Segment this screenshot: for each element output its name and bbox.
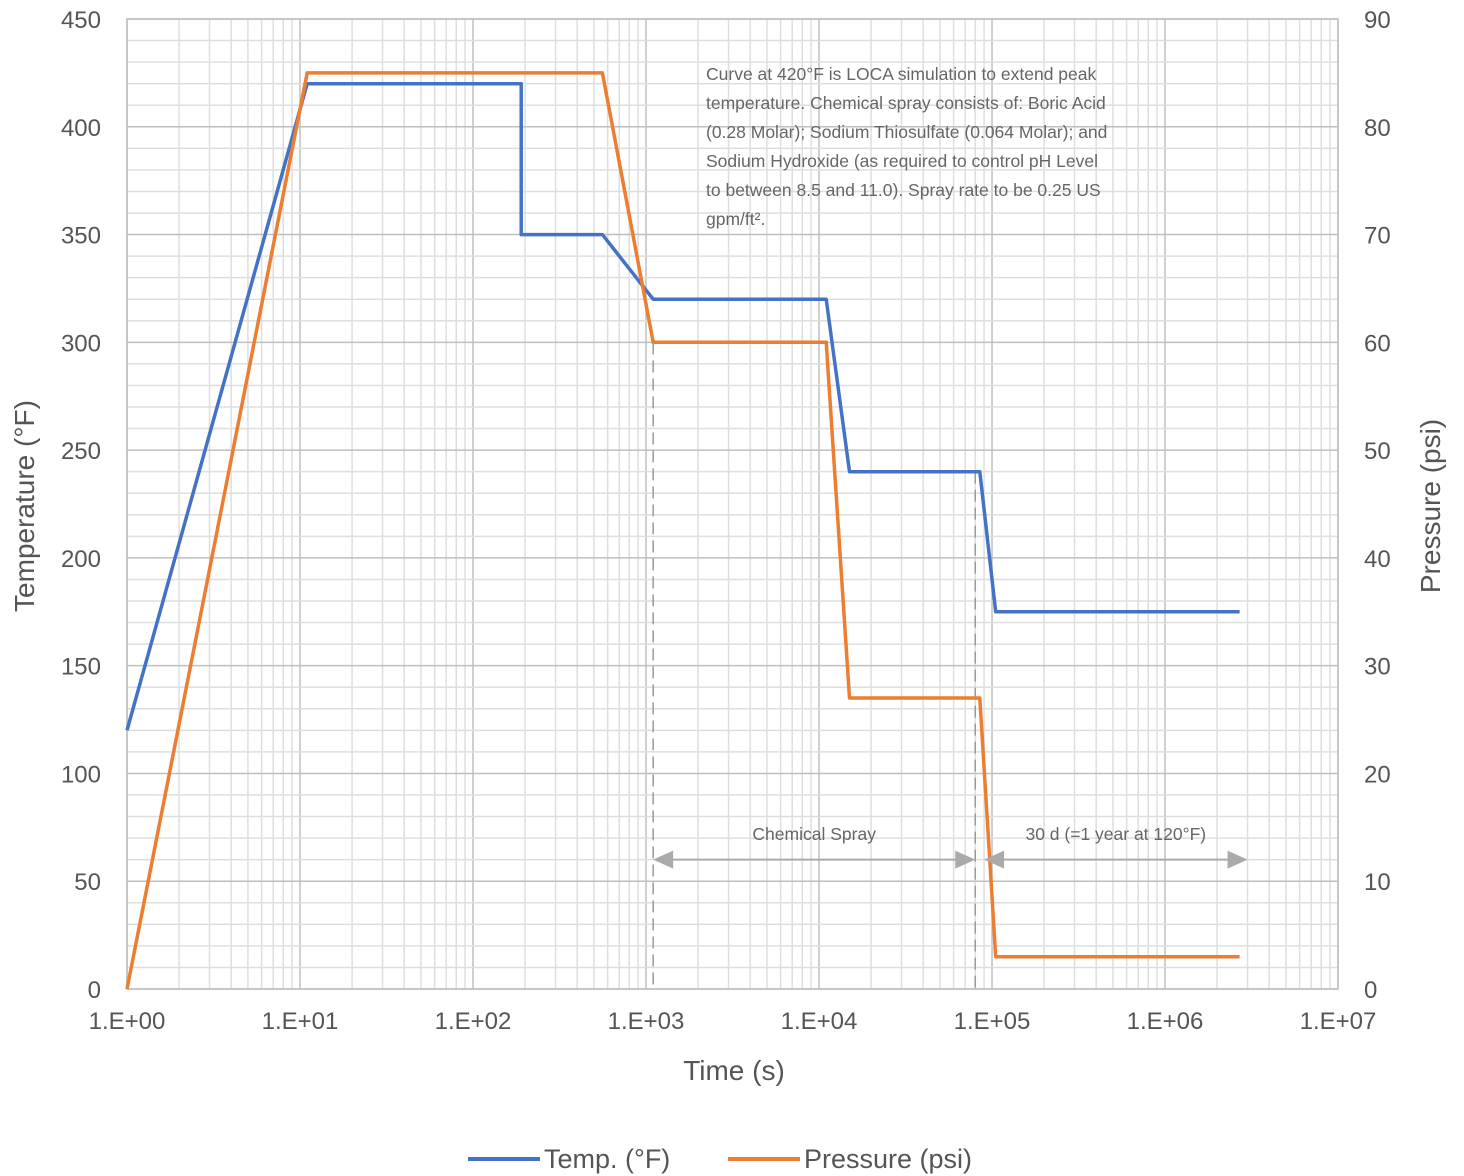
y2-tick-label: 0: [1364, 977, 1377, 1004]
y-tick-label: 50: [74, 869, 101, 896]
x-tick-label: 1.E+04: [781, 1008, 858, 1035]
x-tick-label: 1.E+01: [262, 1008, 339, 1035]
y2-tick-label: 80: [1364, 115, 1391, 142]
x-tick-label: 1.E+05: [954, 1008, 1031, 1035]
annotation-note: Curve at 420°F is LOCA simulation to ext…: [706, 64, 1112, 229]
series-lines: [125, 71, 1240, 990]
note-line: to between 8.5 and 11.0). Spray rate to …: [706, 180, 1101, 200]
series-line-pressure: [125, 71, 1240, 990]
span-arrowhead-right: [955, 850, 976, 869]
x-tick-label: 1.E+06: [1127, 1008, 1204, 1035]
y-axis-title: Temperature (°F): [9, 400, 40, 612]
span-arrowhead-left: [653, 850, 674, 869]
y-tick-label: 400: [61, 115, 101, 142]
note-line: Curve at 420°F is LOCA simulation to ext…: [706, 64, 1097, 84]
legend: Temp. (°F) Pressure (psi): [468, 1144, 972, 1174]
grid: [126, 18, 1339, 990]
x-tick-label: 1.E+03: [608, 1008, 685, 1035]
y-tick-label: 250: [61, 438, 101, 465]
plot-border: [126, 18, 1339, 990]
span-label: 30 d (=1 year at 120°F): [1025, 824, 1206, 844]
span-annotations: Chemical Spray 30 d (=1 year at 120°F): [653, 824, 1248, 869]
note-line: Sodium Hydroxide (as required to control…: [706, 151, 1098, 171]
legend-label-pressure: Pressure (psi): [804, 1144, 972, 1174]
y-tick-label: 300: [61, 330, 101, 357]
y2-tick-label: 60: [1364, 330, 1391, 357]
legend-label-temp: Temp. (°F): [544, 1144, 670, 1174]
y-tick-label: 150: [61, 654, 101, 681]
plot-area-border: [126, 18, 1339, 990]
y-tick-label: 100: [61, 761, 101, 788]
series-line-temp: [125, 81, 1240, 731]
y2-tick-label: 20: [1364, 761, 1391, 788]
note-line: temperature. Chemical spray consists of:…: [706, 93, 1106, 113]
y2-axis-ticks: 0 10 20 30 40 50 60 70 80 90: [1364, 7, 1391, 1004]
span-arrowhead-right: [1227, 850, 1248, 869]
y-axis-ticks: 0 50 100 150 200 250 300 350 400 450: [61, 7, 101, 1004]
note-line: (0.28 Molar); Sodium Thiosulfate (0.064 …: [706, 122, 1107, 142]
y2-tick-label: 40: [1364, 546, 1391, 573]
x-tick-label: 1.E+00: [89, 1008, 166, 1035]
y-tick-label: 450: [61, 7, 101, 34]
y2-tick-label: 90: [1364, 7, 1391, 34]
x-axis-ticks: 1.E+00 1.E+01 1.E+02 1.E+03 1.E+04 1.E+05 1.E+…: [89, 1008, 1377, 1035]
y2-tick-label: 10: [1364, 869, 1391, 896]
note-line: gpm/ft².: [706, 209, 765, 229]
x-axis-title: Time (s): [683, 1055, 785, 1086]
y2-tick-label: 30: [1364, 654, 1391, 681]
span-arrowhead-left: [984, 850, 1005, 869]
y2-tick-label: 50: [1364, 438, 1391, 465]
span-label: Chemical Spray: [752, 824, 876, 844]
y-tick-label: 350: [61, 223, 101, 250]
y-tick-label: 200: [61, 546, 101, 573]
guide-lines: [652, 342, 976, 989]
x-tick-label: 1.E+07: [1300, 1008, 1377, 1035]
y-tick-label: 0: [88, 977, 101, 1004]
y2-tick-label: 70: [1364, 223, 1391, 250]
x-tick-label: 1.E+02: [435, 1008, 512, 1035]
y2-axis-title: Pressure (psi): [1415, 419, 1446, 593]
